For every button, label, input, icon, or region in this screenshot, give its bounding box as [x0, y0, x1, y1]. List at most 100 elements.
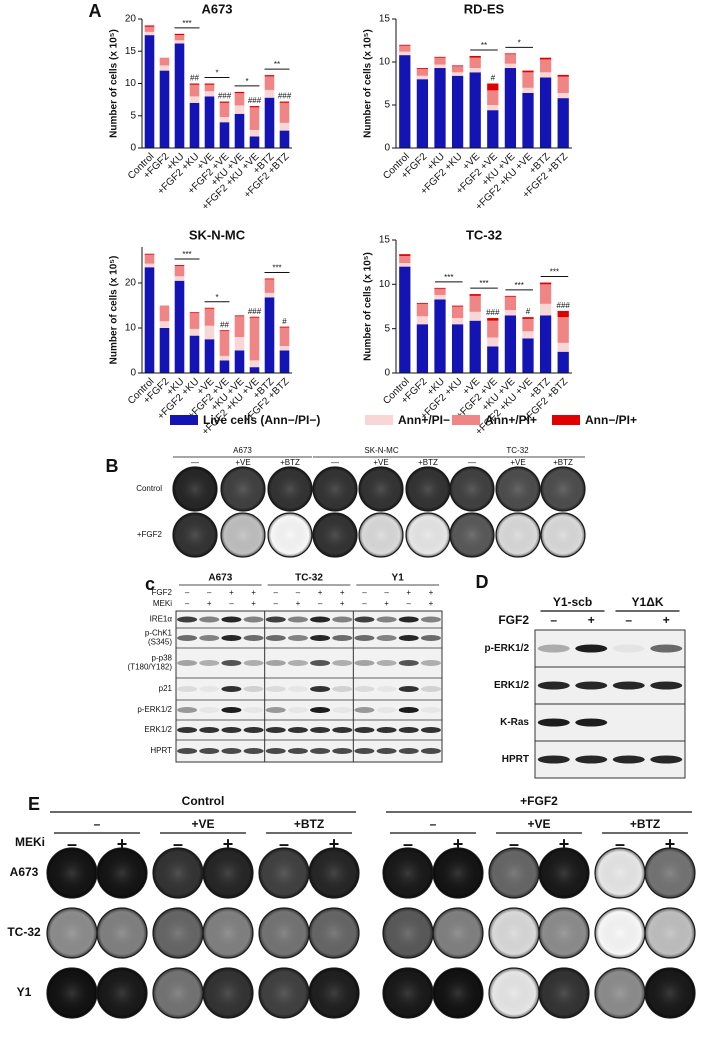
blot-band — [199, 707, 220, 713]
significance-label: *** — [515, 281, 524, 290]
blot-band — [287, 635, 308, 641]
group-title: A673 — [208, 573, 232, 584]
treatment-sign: – — [173, 834, 183, 854]
dish-shading — [203, 908, 253, 958]
blot-band — [537, 755, 570, 764]
group-title: Y1 — [392, 573, 405, 584]
blot-band — [420, 635, 441, 641]
dish-shading — [221, 513, 265, 557]
bar-segment — [539, 77, 552, 148]
bar-segment — [469, 68, 481, 73]
blot-band — [310, 686, 331, 692]
y-tick-label: 0 — [384, 368, 390, 379]
blot-label: ERK1/2 — [494, 680, 529, 691]
treatment-sign: + — [117, 834, 128, 854]
chart-title: SK-N-MC — [189, 227, 246, 242]
y-axis-label: Number of cells (x 10⁵) — [363, 252, 374, 361]
column-label: — — [468, 458, 476, 467]
bar-segment — [189, 83, 200, 85]
blot-band — [354, 635, 375, 641]
blot-band — [310, 616, 331, 623]
blot-band — [376, 660, 397, 666]
blot-label: K-Ras — [500, 717, 529, 728]
bar-segment — [451, 72, 464, 76]
bar-segment — [539, 72, 552, 78]
blot-band — [265, 660, 286, 666]
blot-band — [221, 707, 242, 713]
blot-band — [420, 686, 441, 692]
bar-segment — [451, 66, 464, 73]
bar-segment — [144, 35, 155, 148]
panel-label: A — [89, 1, 102, 21]
blot-band — [221, 635, 242, 641]
blot-band — [243, 660, 264, 666]
dish-shading — [173, 467, 217, 511]
bar-segment — [219, 117, 230, 123]
bar-segment — [279, 350, 290, 373]
panel-label: E — [28, 794, 40, 814]
blot-band — [537, 644, 570, 653]
blot-band — [243, 727, 264, 733]
bar-segment — [279, 327, 290, 346]
blot-band — [575, 718, 608, 727]
treatment-label: MEKi — [153, 599, 172, 608]
blot-band — [332, 727, 353, 733]
bar-segment — [504, 310, 517, 316]
bar-segment — [174, 265, 185, 277]
bar-segment — [204, 84, 215, 92]
bar-segment — [469, 294, 481, 296]
treatment-label: FGF2 — [498, 613, 529, 627]
significance-label: ### — [557, 301, 571, 310]
significance-label: ## — [220, 320, 229, 329]
bar-segment — [539, 282, 552, 285]
treatment-sign: + — [663, 613, 670, 627]
bar-segment — [189, 328, 200, 336]
bar-segment — [249, 129, 260, 137]
y-tick-label: 5 — [130, 110, 136, 121]
bar-segment — [189, 335, 200, 373]
blot-band — [287, 707, 308, 713]
bar-segment — [504, 68, 517, 148]
blot-band — [265, 616, 286, 623]
blot-label: p21 — [159, 684, 173, 693]
treatment-sign: + — [251, 588, 256, 597]
treatment-sign: + — [296, 599, 301, 608]
treatment-sign: – — [318, 599, 323, 608]
treatment-sign: + — [207, 599, 212, 608]
dish-shading — [153, 968, 203, 1018]
dish-shading — [173, 513, 217, 557]
dish-shading — [489, 908, 539, 958]
significance-label: ### — [248, 307, 262, 316]
blot-label: (T180/Y182) — [128, 663, 173, 672]
bar-segment — [234, 91, 245, 94]
blot-band — [420, 660, 441, 666]
blot-band — [221, 686, 242, 692]
blot-band — [177, 635, 198, 641]
significance-label: ### — [486, 308, 500, 317]
bar-segment — [279, 101, 290, 103]
bar-segment — [416, 68, 429, 69]
panel-label: c — [145, 574, 155, 594]
bar-segment — [159, 65, 170, 71]
blot-band — [177, 686, 198, 692]
significance-label: * — [518, 39, 521, 48]
dish-shading — [313, 467, 357, 511]
blot-band — [265, 748, 286, 754]
blot-band — [221, 727, 242, 733]
y-tick-label: 20 — [125, 14, 137, 25]
legend-swatch — [365, 415, 393, 425]
blot-band — [650, 755, 683, 764]
bar-segment — [174, 35, 185, 41]
blot-band — [310, 748, 331, 754]
bar-segment — [557, 98, 569, 148]
bar-segment — [416, 79, 429, 148]
treatment-sign: – — [274, 588, 279, 597]
dish-shading — [47, 968, 97, 1018]
treatment-sign: – — [509, 834, 519, 854]
treatment-sign: + — [251, 599, 256, 608]
blot-label: ERK1/2 — [144, 725, 172, 734]
legend-label: Ann+/PI− — [398, 413, 450, 427]
dish-shading — [539, 908, 589, 958]
dish-shading — [433, 848, 483, 898]
bar-segment — [204, 307, 215, 309]
